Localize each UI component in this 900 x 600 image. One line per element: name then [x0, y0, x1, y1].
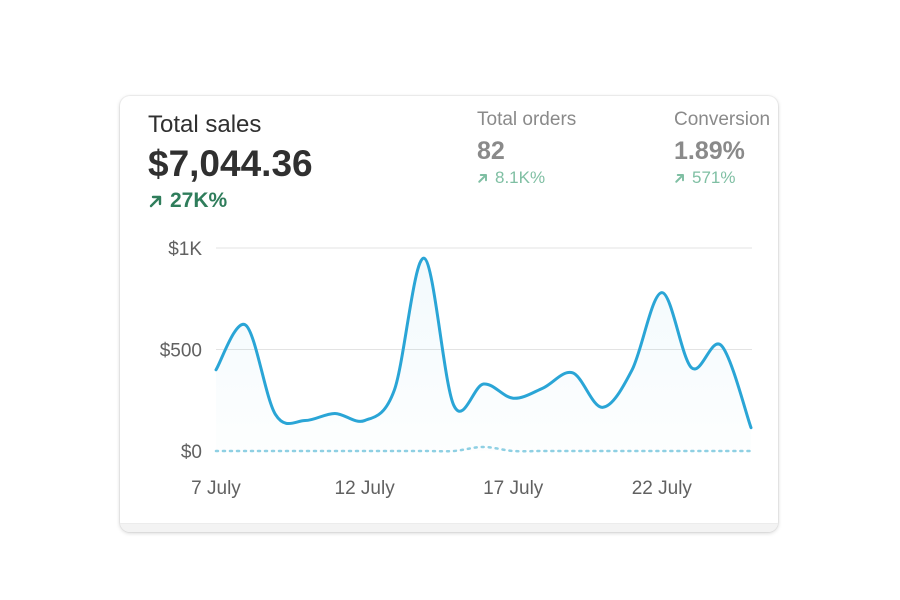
total-sales-label: Total sales [148, 111, 262, 138]
total-orders-change-value: 8.1K% [495, 168, 546, 187]
x-tick-label: 22 July [632, 478, 693, 499]
y-tick-label: $1K [168, 239, 202, 260]
total-sales-change-value: 27K% [170, 189, 228, 212]
current-period-line [214, 256, 753, 430]
conversion-change: 571% [674, 167, 770, 189]
conversion-change-value: 571% [692, 168, 736, 187]
total-sales-value: $7,044.36 [148, 143, 313, 184]
total-orders-value: 82 [477, 137, 505, 165]
x-tick-label: 17 July [483, 478, 544, 499]
total-sales-change: 27K% [148, 188, 313, 214]
arrow-up-right-icon [149, 195, 162, 208]
sales-card: Total sales $7,044.36 27K% Total orders … [120, 96, 778, 532]
conversion-value: 1.89% [674, 137, 745, 165]
conversion-label: Conversion [674, 109, 771, 130]
total-orders-metric[interactable]: Total orders 82 8.1K% [477, 108, 576, 189]
x-tick-label: 7 July [191, 478, 241, 499]
y-tick-label: $500 [160, 341, 202, 362]
total-orders-change: 8.1K% [477, 167, 576, 189]
total-orders-label: Total orders [477, 109, 577, 130]
sales-line-chart: $0 $500 $1K 7 July 12 July 17 July 22 July [160, 239, 753, 499]
current-period-area [216, 258, 751, 451]
y-tick-label: $0 [181, 442, 202, 463]
arrow-up-right-icon [675, 174, 684, 183]
x-tick-label: 12 July [335, 478, 396, 499]
arrow-up-right-icon [478, 174, 487, 183]
conversion-metric[interactable]: Conversion 1.89% 571% [674, 108, 770, 189]
card-footer [120, 523, 778, 532]
total-sales-metric[interactable]: Total sales $7,044.36 27K% [148, 110, 313, 214]
